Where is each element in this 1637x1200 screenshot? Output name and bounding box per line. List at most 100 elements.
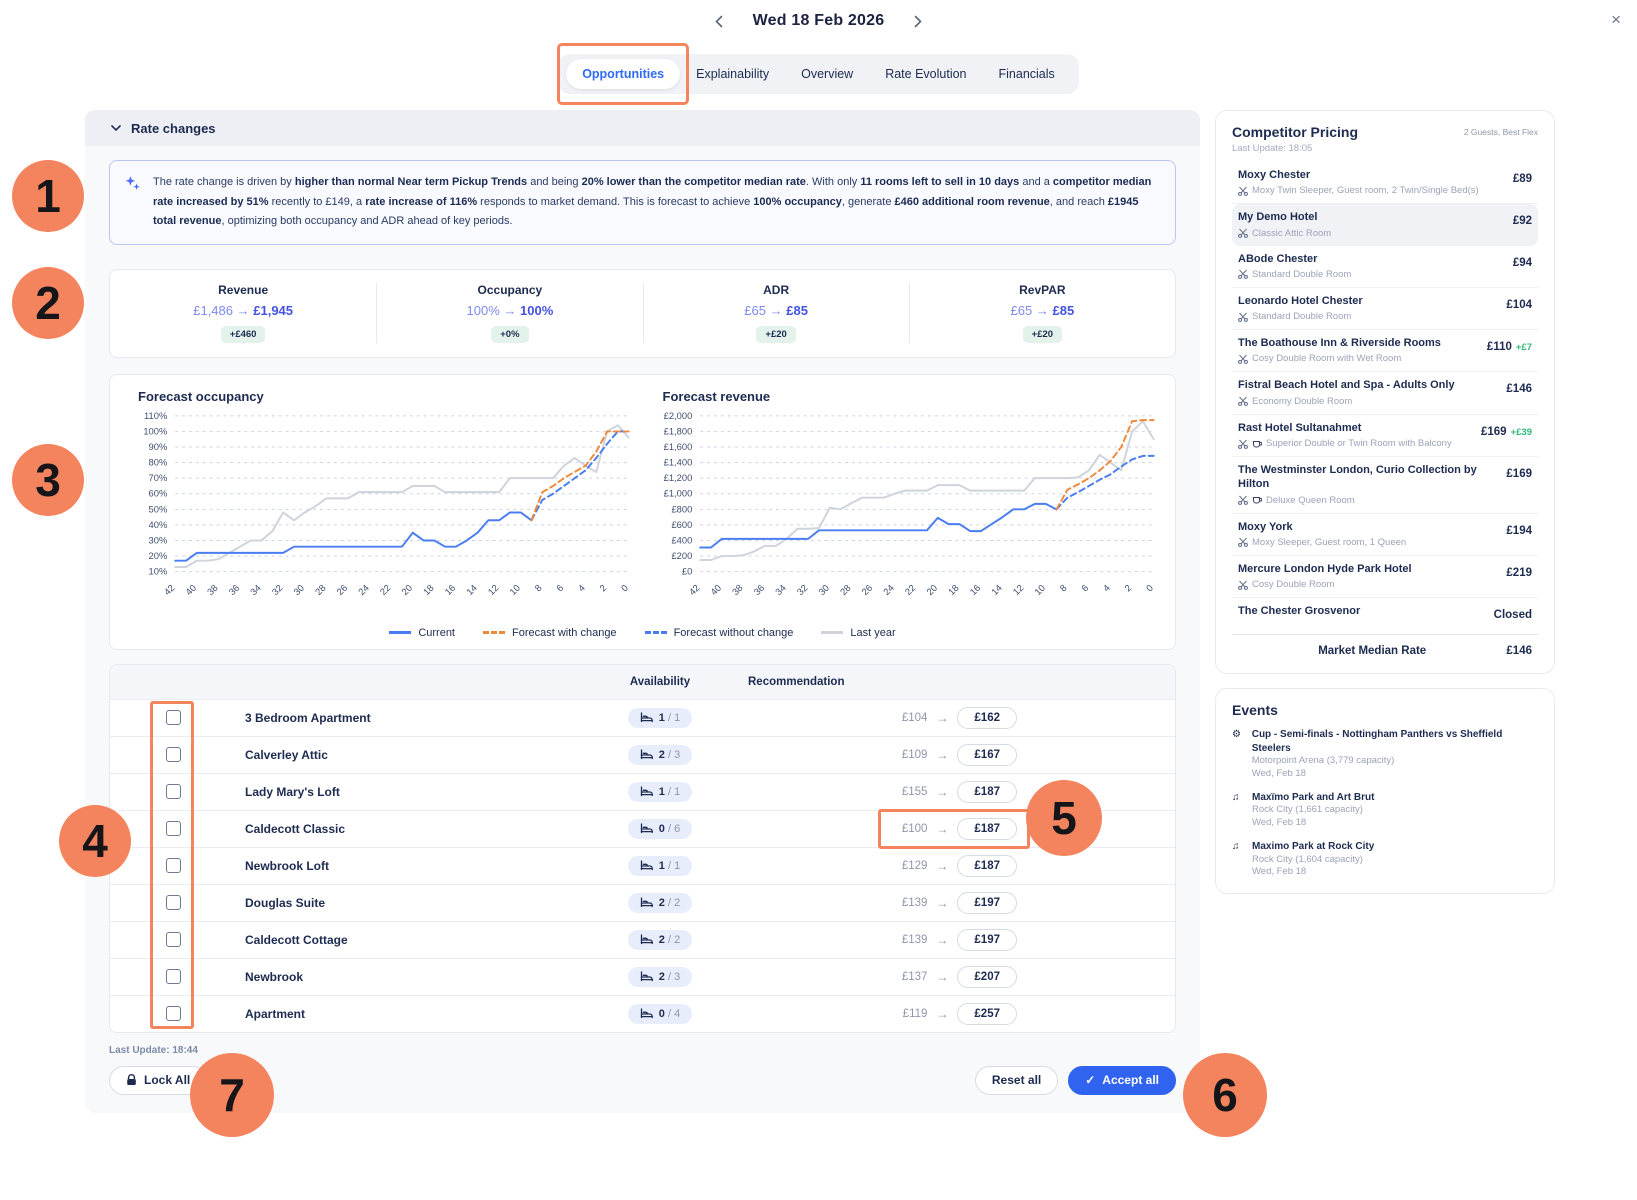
- row-checkbox[interactable]: [166, 747, 181, 763]
- bed-icon: [640, 786, 653, 797]
- row-checkbox[interactable]: [166, 821, 181, 837]
- annotation-circle-5: 5: [1026, 780, 1102, 856]
- recommended-price-button[interactable]: £257: [957, 1002, 1017, 1025]
- metric-delta-badge: +£20: [1022, 325, 1063, 343]
- row-checkbox[interactable]: [166, 895, 181, 911]
- recommendation-cell: £119 → £257: [740, 1002, 1070, 1025]
- next-day-button[interactable]: [910, 11, 926, 32]
- svg-text:70%: 70%: [149, 473, 168, 483]
- rooms-left: 1: [658, 859, 665, 872]
- row-checkbox[interactable]: [166, 1006, 181, 1022]
- recommendation-group: £100 → £187: [877, 808, 1030, 849]
- competitor-pricing-filter: 2 Guests, Best Flex: [1463, 127, 1538, 137]
- competitor-room: Standard Double Room: [1238, 269, 1505, 280]
- svg-text:0: 0: [1144, 582, 1155, 593]
- svg-text:38: 38: [205, 582, 219, 596]
- competitor-price: £94: [1512, 256, 1532, 269]
- competitor-name: My Demo Hotel: [1238, 211, 1318, 224]
- row-checkbox[interactable]: [166, 932, 181, 948]
- recommendation-group: £104 → £162: [902, 706, 1017, 729]
- arrow-right-icon: →: [936, 932, 949, 947]
- recommended-price-button[interactable]: £162: [957, 706, 1017, 729]
- reset-all-button[interactable]: Reset all: [974, 1065, 1059, 1095]
- close-icon[interactable]: ×: [1611, 10, 1621, 29]
- table-last-update: Last Update: 18:44: [109, 1044, 198, 1056]
- recommended-price-button[interactable]: £167: [957, 743, 1017, 766]
- checkbox-cell: [110, 969, 200, 985]
- rooms-left: 0: [658, 822, 665, 835]
- competitor-price-cell: £110 +£7: [1487, 336, 1532, 355]
- rate-changes-header[interactable]: Rate changes: [85, 110, 1200, 146]
- competitor-info: ABode Chester Standard Double Room: [1238, 252, 1513, 280]
- arrow-right-icon: →: [936, 784, 949, 799]
- rate-shopper-scissors-icon: [1238, 270, 1248, 280]
- rate-recommendations-table: Availability Recommendation 3 Bedroom Ap…: [109, 663, 1176, 1033]
- annotation-circle-7: 7: [190, 1053, 274, 1137]
- competitor-name: Mercure London Hyde Park Hotel: [1238, 562, 1412, 575]
- svg-text:26: 26: [859, 582, 873, 596]
- lock-all-label: Lock All: [144, 1073, 191, 1088]
- competitor-name: The Chester Grosvenor: [1238, 605, 1361, 618]
- breakfast-cup-icon: [1252, 497, 1262, 504]
- tab-rate-evolution[interactable]: Rate Evolution: [869, 59, 982, 89]
- availability-cell: 0 / 6: [580, 818, 740, 839]
- metric-to: £85: [786, 302, 808, 318]
- recommended-price-button[interactable]: £187: [957, 854, 1017, 877]
- recommendation-header: Recommendation: [748, 675, 845, 688]
- table-row: Apartment 0 / 4 £119 → £257: [110, 994, 1175, 1032]
- recommended-price-button[interactable]: £197: [957, 891, 1017, 914]
- previous-day-button[interactable]: [711, 11, 727, 32]
- svg-text:16: 16: [443, 582, 457, 596]
- legend-swatch: [483, 631, 505, 635]
- content: Rate changes The rate change is driven b…: [0, 110, 1637, 1200]
- tab-financials[interactable]: Financials: [983, 59, 1071, 89]
- svg-text:£1,800: £1,800: [663, 426, 692, 436]
- row-checkbox[interactable]: [166, 858, 181, 874]
- reset-all-label: Reset all: [991, 1073, 1042, 1088]
- bed-icon: [640, 749, 653, 760]
- events-title: Events: [1232, 702, 1278, 719]
- svg-text:22: 22: [378, 582, 392, 596]
- competitor-price-cell: £219: [1506, 562, 1532, 581]
- tab-explainability[interactable]: Explainability: [680, 59, 785, 89]
- date-navigation: Wed 18 Feb 2026: [711, 11, 927, 32]
- rooms-total: / 2: [667, 933, 681, 946]
- table-row: Newbrook 2 / 3 £137 → £207: [110, 957, 1175, 995]
- revenue-line-chart: £2,000 £1,800 £1,600 £1,400 £1,200 £1,000 £800…: [663, 411, 1155, 597]
- svg-text:£0: £0: [681, 566, 691, 576]
- svg-text:34: 34: [249, 582, 263, 596]
- availability-header: Availability: [629, 675, 691, 688]
- annotation-circle-3: 3: [12, 444, 84, 516]
- annotation-circle-6: 6: [1183, 1053, 1267, 1137]
- recommended-price-button[interactable]: £187: [957, 817, 1017, 840]
- recommended-price-button[interactable]: £187: [957, 780, 1017, 803]
- recommended-price-button[interactable]: £207: [957, 965, 1017, 988]
- metrics-summary: Revenue £1,486 → £1,945 +£460 Occupancy 100%…: [109, 268, 1176, 358]
- availability-badge: 1 / 1: [627, 707, 693, 728]
- svg-text:28: 28: [313, 582, 327, 596]
- table-row: Caldecott Classic 0 / 6 £100 → £187: [110, 808, 1175, 849]
- room-type-label: Classic Attic Room: [1252, 227, 1332, 239]
- competitor-row: My Demo Hotel Classic Attic Room £92: [1232, 204, 1538, 246]
- competitor-price-cell: £194: [1506, 520, 1532, 539]
- recommendation-group: £139 → £197: [902, 928, 1017, 951]
- row-checkbox[interactable]: [166, 784, 181, 800]
- bed-icon: [640, 860, 653, 871]
- row-checkbox[interactable]: [166, 969, 181, 985]
- arrow-right-icon: →: [936, 747, 949, 762]
- bed-icon: [640, 971, 653, 982]
- rate-shopper-scissors-icon: [1238, 228, 1248, 239]
- recommended-price-button[interactable]: £197: [957, 928, 1017, 951]
- tab-opportunities[interactable]: Opportunities: [557, 43, 690, 105]
- row-checkbox[interactable]: [166, 710, 181, 726]
- accept-all-button[interactable]: ✓ Accept all: [1068, 1065, 1176, 1095]
- svg-text:£1,000: £1,000: [663, 488, 692, 498]
- tab-overview[interactable]: Overview: [785, 59, 869, 89]
- svg-text:2: 2: [598, 582, 609, 593]
- forecast-occupancy-chart: Forecast occupancy 110% 100% 90% 80% 70% 60% 5…: [118, 389, 643, 619]
- competitor-room: Cosy Double Room: [1238, 579, 1498, 590]
- availability-badge: 1 / 1: [627, 781, 693, 802]
- room-name: Caldecott Classic: [245, 821, 346, 836]
- recommendation-cell: £104 → £162: [740, 706, 1070, 729]
- competitor-info: The Chester Grosvenor: [1238, 604, 1494, 618]
